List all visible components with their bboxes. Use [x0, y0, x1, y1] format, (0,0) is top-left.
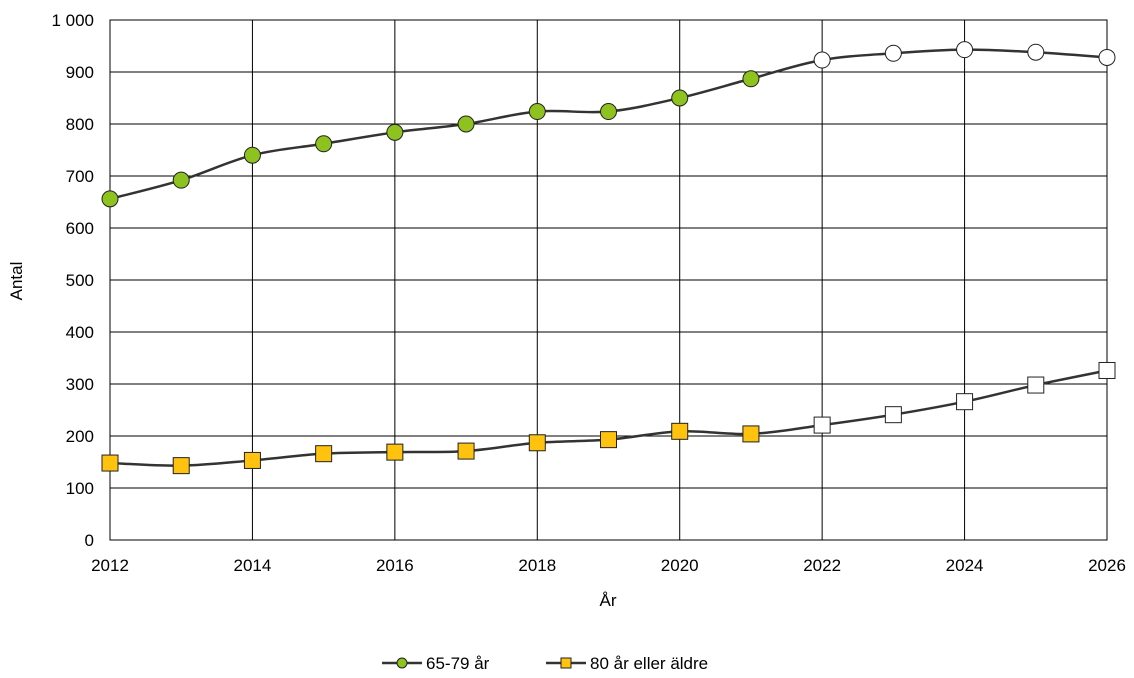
y-tick-label: 1 000: [51, 11, 94, 30]
data-point-80-plus: [172, 457, 190, 475]
legend-label: 65-79 år: [426, 654, 490, 673]
x-tick-label: 2024: [946, 556, 984, 575]
y-tick-label: 700: [66, 167, 94, 186]
data-point-65-79: [386, 123, 404, 141]
y-tick-label: 900: [66, 63, 94, 82]
data-point-65-79: [813, 51, 831, 69]
x-tick-label: 2016: [376, 556, 414, 575]
data-point-65-79: [1027, 43, 1045, 61]
x-tick-label: 2014: [234, 556, 272, 575]
y-tick-label: 500: [66, 271, 94, 290]
axes: [109, 19, 1108, 541]
data-point-80-plus: [315, 445, 333, 463]
data-point-65-79: [742, 70, 760, 88]
data-point-65-79: [671, 89, 689, 107]
data-point-80-plus: [528, 434, 546, 452]
data-point-80-plus: [742, 425, 760, 443]
data-point-80-plus: [101, 454, 119, 472]
legend-label: 80 år eller äldre: [590, 654, 708, 673]
data-point-65-79: [884, 44, 902, 62]
y-tick-label: 0: [85, 531, 94, 550]
x-axis-title: År: [600, 591, 617, 610]
data-point-80-plus: [813, 416, 831, 434]
x-tick-label: 2018: [518, 556, 556, 575]
y-tick-label: 100: [66, 479, 94, 498]
data-point-65-79: [600, 103, 617, 121]
plot-frame: [109, 19, 1108, 541]
data-point-80-plus: [956, 393, 974, 411]
data-point-80-plus: [600, 431, 617, 449]
data-point-65-79: [457, 115, 475, 133]
data-point-80-plus: [386, 443, 404, 461]
legend: 65-79 år 80 år eller äldre: [382, 654, 708, 673]
y-axis-title: Antal: [7, 262, 26, 301]
x-tick-label: 2022: [803, 556, 841, 575]
y-tick-label: 600: [66, 219, 94, 238]
legend-item-80-plus: 80 år eller äldre: [546, 654, 708, 673]
tick-labels: 0 100 200 300 400 500 600 700 800 900 1 000 2012 201…: [51, 11, 1125, 575]
legend-marker-circle: [396, 657, 408, 669]
data-point-65-79: [956, 41, 974, 59]
data-point-80-plus: [671, 422, 689, 440]
y-tick-label: 800: [66, 115, 94, 134]
data-point-65-79: [315, 135, 333, 153]
x-tick-label: 2020: [661, 556, 699, 575]
data-point-65-79: [172, 171, 190, 189]
data-point-80-plus: [457, 442, 475, 460]
y-tick-label: 400: [66, 323, 94, 342]
data-point-80-plus: [884, 406, 902, 424]
legend-marker-square: [560, 657, 572, 669]
data-point-65-79: [101, 190, 119, 208]
series-line-80-plus: [109, 369, 1108, 467]
data-point-65-79: [528, 103, 546, 121]
data-point-65-79: [243, 146, 261, 164]
data-point-80-plus: [243, 451, 261, 469]
data-point-65-79: [1098, 48, 1116, 66]
y-tick-label: 300: [66, 375, 94, 394]
series-markers: [101, 41, 1116, 475]
x-tick-label: 2026: [1088, 556, 1126, 575]
data-point-80-plus: [1098, 361, 1116, 379]
legend-item-65-79: 65-79 år: [382, 654, 490, 673]
data-point-80-plus: [1027, 376, 1045, 394]
x-tick-label: 2012: [91, 556, 129, 575]
y-tick-label: 200: [66, 427, 94, 446]
